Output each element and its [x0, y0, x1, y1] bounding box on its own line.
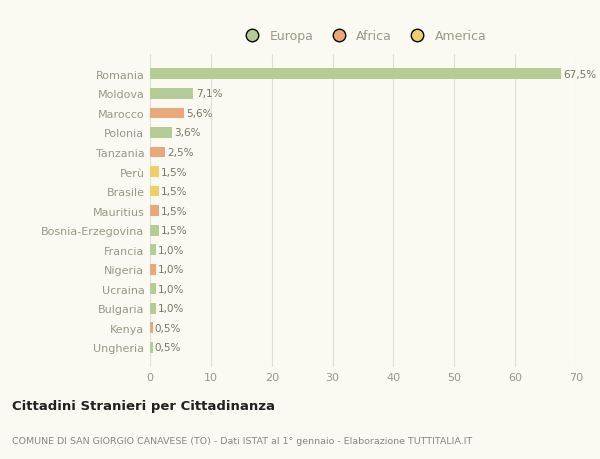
Text: 67,5%: 67,5%	[563, 70, 596, 79]
Bar	[150, 225, 159, 236]
Text: 1,5%: 1,5%	[161, 167, 187, 177]
Bar	[150, 128, 172, 139]
Bar	[150, 89, 193, 100]
Text: 5,6%: 5,6%	[187, 109, 213, 118]
Text: 1,5%: 1,5%	[161, 206, 187, 216]
Text: 1,5%: 1,5%	[161, 226, 187, 235]
Bar	[150, 323, 153, 334]
Bar	[150, 206, 159, 217]
Bar	[150, 147, 165, 158]
Bar	[150, 186, 159, 197]
Text: 0,5%: 0,5%	[155, 323, 181, 333]
Legend: Europa, Africa, America: Europa, Africa, America	[235, 25, 491, 48]
Text: 1,5%: 1,5%	[161, 187, 187, 196]
Bar	[150, 108, 184, 119]
Text: Cittadini Stranieri per Cittadinanza: Cittadini Stranieri per Cittadinanza	[12, 399, 275, 412]
Text: 1,0%: 1,0%	[158, 265, 184, 274]
Bar	[150, 284, 156, 295]
Bar	[150, 303, 156, 314]
Text: 0,5%: 0,5%	[155, 343, 181, 353]
Bar	[150, 245, 156, 256]
Text: COMUNE DI SAN GIORGIO CANAVESE (TO) - Dati ISTAT al 1° gennaio - Elaborazione TU: COMUNE DI SAN GIORGIO CANAVESE (TO) - Da…	[12, 436, 472, 445]
Text: 3,6%: 3,6%	[174, 128, 200, 138]
Bar	[150, 264, 156, 275]
Bar	[150, 69, 561, 80]
Text: 1,0%: 1,0%	[158, 304, 184, 313]
Text: 1,0%: 1,0%	[158, 245, 184, 255]
Text: 7,1%: 7,1%	[196, 89, 222, 99]
Bar	[150, 342, 153, 353]
Text: 2,5%: 2,5%	[167, 148, 194, 157]
Bar	[150, 167, 159, 178]
Text: 1,0%: 1,0%	[158, 284, 184, 294]
